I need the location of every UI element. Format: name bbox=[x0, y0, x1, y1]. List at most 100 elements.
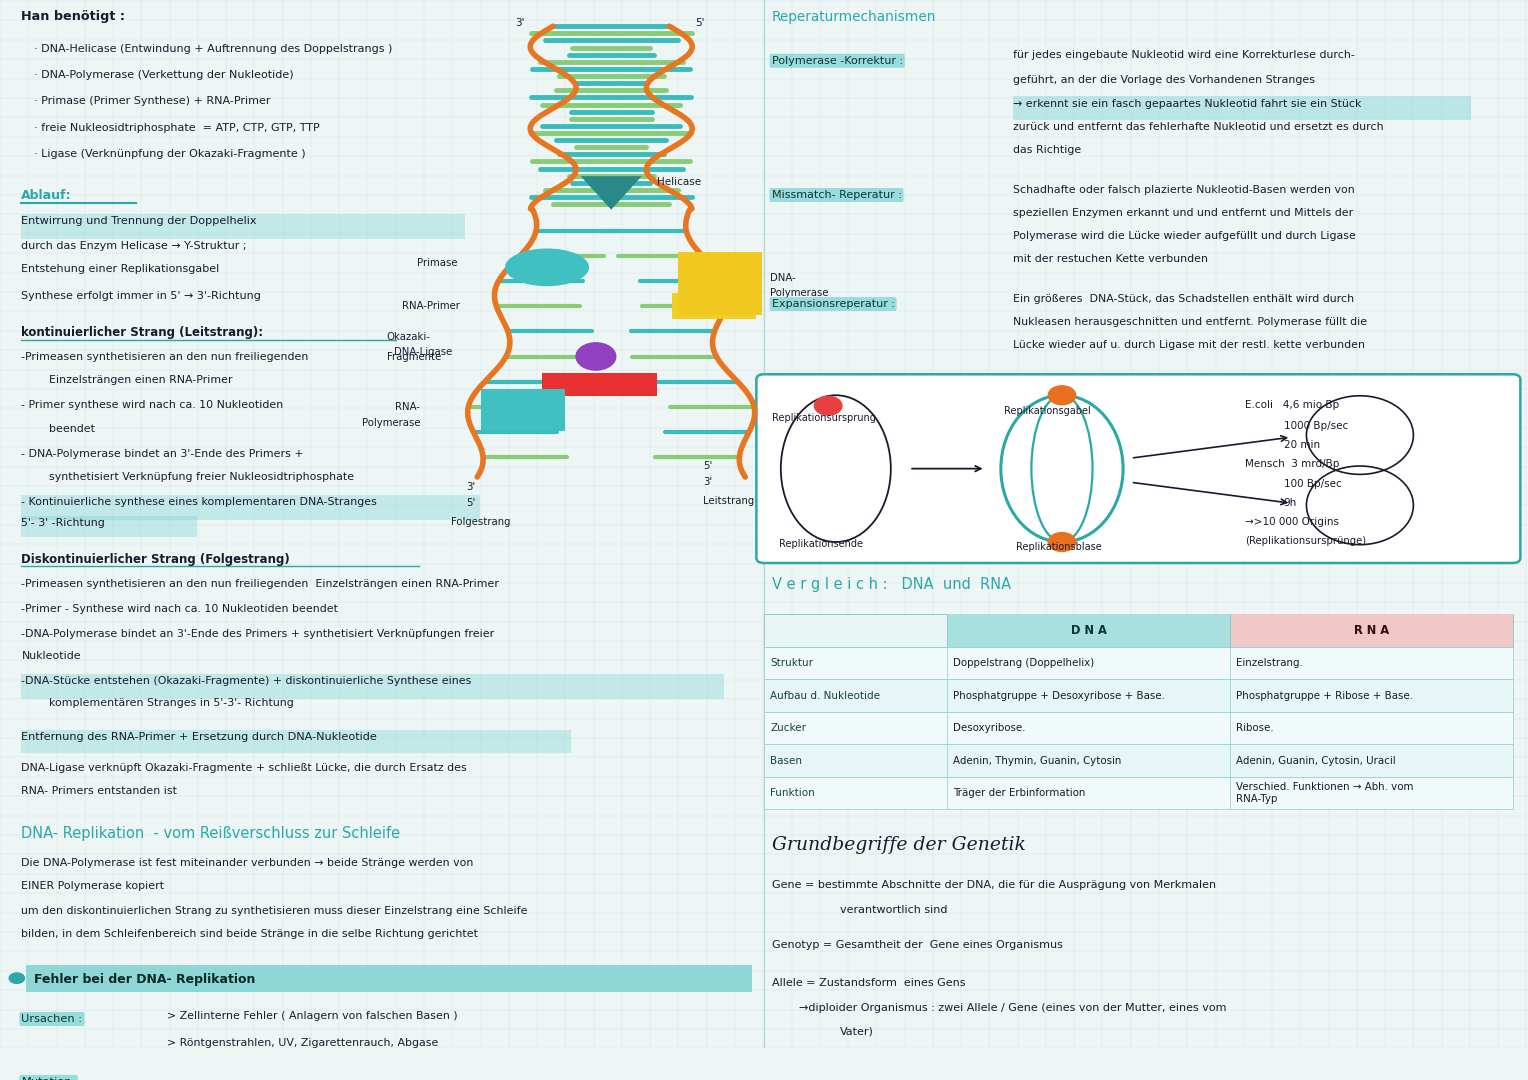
Text: Entfernung des RNA-Primer + Ersetzung durch DNA-Nukleotide: Entfernung des RNA-Primer + Ersetzung du… bbox=[21, 732, 377, 742]
Text: speziellen Enzymen erkannt und und entfernt und Mittels der: speziellen Enzymen erkannt und und entfe… bbox=[1013, 207, 1354, 217]
Text: 5': 5' bbox=[703, 461, 712, 471]
Text: Doppelstrang (Doppelhelix): Doppelstrang (Doppelhelix) bbox=[953, 658, 1094, 669]
Bar bbox=[764, 647, 1513, 679]
Text: Helicase: Helicase bbox=[657, 177, 701, 188]
Text: Nukleasen herausgeschnitten und entfernt. Polymerase füllt die: Nukleasen herausgeschnitten und entfernt… bbox=[1013, 316, 1368, 326]
Text: Phosphatgruppe + Desoxyribose + Base.: Phosphatgruppe + Desoxyribose + Base. bbox=[953, 690, 1166, 701]
Text: RNA- Primers entstanden ist: RNA- Primers entstanden ist bbox=[21, 786, 177, 796]
Bar bbox=[21, 730, 571, 753]
Text: DNA-Ligase verknüpft Okazaki-Fragmente + schließt Lücke, die durch Ersatz des: DNA-Ligase verknüpft Okazaki-Fragmente +… bbox=[21, 764, 468, 773]
Text: -DNA-Polymerase bindet an 3'-Ende des Primers + synthetisiert Verknüpfungen frei: -DNA-Polymerase bindet an 3'-Ende des Pr… bbox=[21, 629, 495, 639]
Bar bbox=[21, 516, 197, 537]
Text: -Primer - Synthese wird nach ca. 10 Nukleotiden beendet: -Primer - Synthese wird nach ca. 10 Nukl… bbox=[21, 604, 338, 613]
Text: Missmatch- Reperatur :: Missmatch- Reperatur : bbox=[772, 190, 902, 200]
Text: 1000 Bp/sec: 1000 Bp/sec bbox=[1284, 421, 1348, 431]
Text: Folgestrang: Folgestrang bbox=[451, 517, 510, 527]
Bar bbox=[678, 252, 762, 314]
Bar bbox=[764, 744, 1513, 777]
Text: 3': 3' bbox=[703, 477, 712, 487]
Text: Primase: Primase bbox=[417, 258, 458, 268]
Text: Struktur: Struktur bbox=[770, 658, 813, 669]
Text: Replikationsende: Replikationsende bbox=[779, 539, 863, 549]
Text: Reperaturmechanismen: Reperaturmechanismen bbox=[772, 11, 937, 25]
Text: Nukleotide: Nukleotide bbox=[21, 651, 81, 661]
Bar bbox=[672, 293, 756, 319]
Text: → erkennt sie ein fasch gepaartes Nukleotid fahrt sie ein Stück: → erkennt sie ein fasch gepaartes Nukleo… bbox=[1013, 98, 1361, 109]
Text: synthetisiert Verknüpfung freier Nukleosidtriphosphate: synthetisiert Verknüpfung freier Nukleos… bbox=[49, 472, 354, 482]
Text: Adenin, Guanin, Cytosin, Uracil: Adenin, Guanin, Cytosin, Uracil bbox=[1236, 756, 1395, 766]
Text: · Primase (Primer Synthese) + RNA-Primer: · Primase (Primer Synthese) + RNA-Primer bbox=[34, 96, 270, 107]
Text: geführt, an der die Vorlage des Vorhandenen Stranges: geführt, an der die Vorlage des Vorhande… bbox=[1013, 76, 1316, 85]
Text: → Allele können gleich (homozygot) oder unterschiedlich (heterozygot) sein: → Allele können gleich (homozygot) oder … bbox=[799, 1052, 1222, 1062]
Text: · freie Nukleosidtriphosphate  = ATP, CTP, GTP, TTP: · freie Nukleosidtriphosphate = ATP, CTP… bbox=[34, 123, 319, 133]
Text: 3': 3' bbox=[515, 18, 524, 28]
Text: Schadhafte oder falsch plazierte Nukleotid-Basen werden von: Schadhafte oder falsch plazierte Nukleot… bbox=[1013, 185, 1355, 194]
Bar bbox=[26, 964, 752, 991]
Circle shape bbox=[1048, 386, 1076, 405]
Text: Synthese erfolgt immer in 5' → 3'-Richtung: Synthese erfolgt immer in 5' → 3'-Richtu… bbox=[21, 292, 261, 301]
Bar bbox=[481, 389, 565, 431]
Text: Replikationsgabel: Replikationsgabel bbox=[1004, 406, 1091, 416]
Text: -DNA-Stücke entstehen (Okazaki-Fragmente) + diskontinuierliche Synthese eines: -DNA-Stücke entstehen (Okazaki-Fragmente… bbox=[21, 676, 472, 686]
Text: D N A: D N A bbox=[1071, 624, 1106, 637]
Text: · DNA-Polymerase (Verkettung der Nukleotide): · DNA-Polymerase (Verkettung der Nukleot… bbox=[34, 70, 293, 80]
Text: RNA-Primer: RNA-Primer bbox=[402, 301, 460, 311]
Text: →>10 000 Origins: →>10 000 Origins bbox=[1245, 517, 1340, 527]
Bar bbox=[542, 374, 657, 396]
Text: bilden, in dem Schleifenbereich sind beide Stränge in die selbe Richtung gericht: bilden, in dem Schleifenbereich sind bei… bbox=[21, 929, 478, 939]
Text: 20 min: 20 min bbox=[1284, 441, 1320, 450]
Polygon shape bbox=[581, 176, 642, 210]
Text: →diploider Organismus : zwei Allele / Gene (eines von der Mutter, eines vom: →diploider Organismus : zwei Allele / Ge… bbox=[799, 1003, 1227, 1013]
Text: Träger der Erbinformation: Träger der Erbinformation bbox=[953, 788, 1086, 798]
Text: Einzelstrang.: Einzelstrang. bbox=[1236, 658, 1303, 669]
Text: komplementären Stranges in 5'-3'- Richtung: komplementären Stranges in 5'-3'- Richtu… bbox=[49, 699, 293, 708]
Text: > Röntgenstrahlen, UV, Zigarettenrauch, Abgase: > Röntgenstrahlen, UV, Zigarettenrauch, … bbox=[167, 1038, 439, 1048]
Bar bbox=[764, 712, 1513, 744]
Text: Entstehung einer Replikationsgabel: Entstehung einer Replikationsgabel bbox=[21, 265, 220, 274]
Text: Verschied. Funktionen → Abh. vom
RNA-Typ: Verschied. Funktionen → Abh. vom RNA-Typ bbox=[1236, 782, 1413, 804]
Bar bbox=[1230, 615, 1513, 647]
Text: zurück und entfernt das fehlerhafte Nukleotid und ersetzt es durch: zurück und entfernt das fehlerhafte Nukl… bbox=[1013, 122, 1384, 132]
Text: Mensch  3 mrd/Bp: Mensch 3 mrd/Bp bbox=[1245, 459, 1340, 469]
Text: 3': 3' bbox=[466, 483, 475, 492]
Text: 5': 5' bbox=[695, 18, 704, 28]
Text: Phosphatgruppe + Ribose + Base.: Phosphatgruppe + Ribose + Base. bbox=[1236, 690, 1413, 701]
Text: Einzelsträngen einen RNA-Primer: Einzelsträngen einen RNA-Primer bbox=[49, 376, 232, 386]
Bar bbox=[764, 777, 1513, 809]
Text: E.coli   4,6 mio Bp: E.coli 4,6 mio Bp bbox=[1245, 401, 1340, 410]
Bar bbox=[947, 615, 1230, 647]
Text: Gene = bestimmte Abschnitte der DNA, die für die Ausprägung von Merkmalen: Gene = bestimmte Abschnitte der DNA, die… bbox=[772, 879, 1216, 890]
Text: Ein größeres  DNA-Stück, das Schadstellen enthält wird durch: Ein größeres DNA-Stück, das Schadstellen… bbox=[1013, 294, 1354, 303]
Circle shape bbox=[9, 973, 24, 984]
Text: DNA- Replikation  - vom Reißverschluss zur Schleife: DNA- Replikation - vom Reißverschluss zu… bbox=[21, 826, 400, 841]
Text: · Ligase (Verknünpfung der Okazaki-Fragmente ): · Ligase (Verknünpfung der Okazaki-Fragm… bbox=[34, 149, 306, 159]
Bar bbox=[764, 679, 1513, 712]
Text: Polymerase -Korrektur :: Polymerase -Korrektur : bbox=[772, 56, 903, 66]
Bar bbox=[21, 674, 724, 699]
FancyBboxPatch shape bbox=[756, 375, 1520, 563]
Text: durch das Enzym Helicase → Y-Struktur ;: durch das Enzym Helicase → Y-Struktur ; bbox=[21, 241, 248, 252]
Text: Replikationsblase: Replikationsblase bbox=[1016, 542, 1102, 552]
Text: Lücke wieder auf u. durch Ligase mit der restl. kette verbunden: Lücke wieder auf u. durch Ligase mit der… bbox=[1013, 340, 1365, 350]
Text: -Primeasen synthetisieren an den nun freiliegenden  Einzelsträngen einen RNA-Pri: -Primeasen synthetisieren an den nun fre… bbox=[21, 579, 500, 589]
Text: 100 Bp/sec: 100 Bp/sec bbox=[1284, 480, 1342, 489]
Text: - Primer synthese wird nach ca. 10 Nukleotiden: - Primer synthese wird nach ca. 10 Nukle… bbox=[21, 401, 284, 410]
Bar bbox=[764, 615, 1513, 647]
Text: Ablauf:: Ablauf: bbox=[21, 189, 72, 202]
Text: Expansionsreperatur :: Expansionsreperatur : bbox=[772, 299, 894, 309]
Text: 9h: 9h bbox=[1284, 498, 1297, 508]
Text: Polymerase: Polymerase bbox=[770, 288, 828, 298]
Circle shape bbox=[576, 342, 616, 370]
Text: das Richtige: das Richtige bbox=[1013, 145, 1082, 154]
Text: Ursachen :: Ursachen : bbox=[21, 1014, 83, 1024]
Text: Basen: Basen bbox=[770, 756, 802, 766]
Text: > Zellinterne Fehler ( Anlagern von falschen Basen ): > Zellinterne Fehler ( Anlagern von fals… bbox=[167, 1011, 457, 1021]
Bar bbox=[21, 214, 465, 239]
Circle shape bbox=[1048, 532, 1076, 552]
Text: RNA-: RNA- bbox=[396, 402, 420, 411]
Text: um den diskontinuierlichen Strang zu synthetisieren muss dieser Einzelstrang ein: um den diskontinuierlichen Strang zu syn… bbox=[21, 906, 527, 916]
Text: Vater): Vater) bbox=[840, 1026, 874, 1037]
Text: EINER Polymerase kopiert: EINER Polymerase kopiert bbox=[21, 880, 165, 891]
Text: Diskontinuierlicher Strang (Folgestrang): Diskontinuierlicher Strang (Folgestrang) bbox=[21, 553, 290, 566]
Text: Entwirrung und Trennung der Doppelhelix: Entwirrung und Trennung der Doppelhelix bbox=[21, 216, 257, 226]
